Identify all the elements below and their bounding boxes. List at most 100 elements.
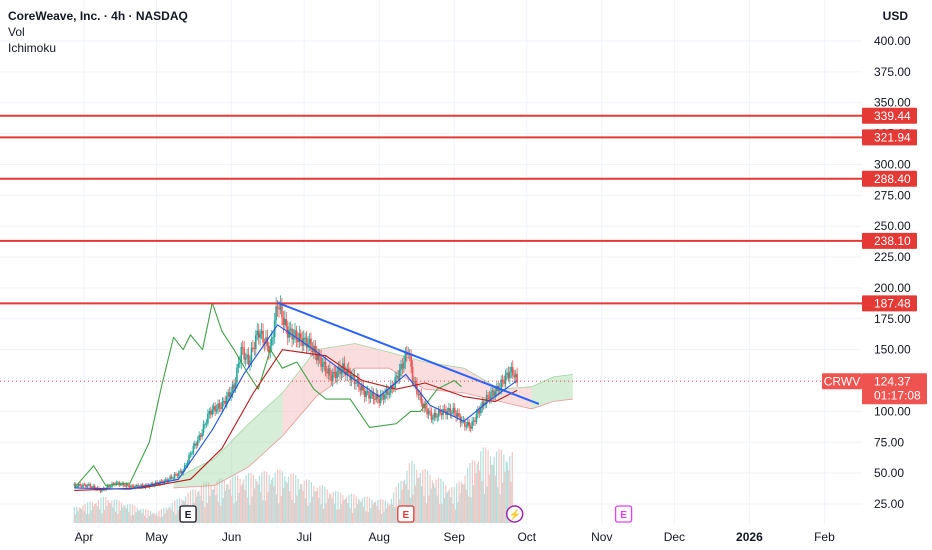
volume-bar bbox=[136, 507, 138, 523]
volume-bar bbox=[93, 506, 95, 523]
volume-bar bbox=[228, 489, 230, 523]
volume-bar bbox=[436, 495, 438, 523]
upcoming-earnings-marker-label: E bbox=[620, 510, 627, 521]
candle-body bbox=[420, 393, 423, 404]
symbol-title[interactable]: CoreWeave, Inc. · 4h · NASDAQ bbox=[8, 9, 188, 23]
candle-body bbox=[481, 401, 484, 409]
upcoming-earnings-marker[interactable] bbox=[614, 505, 633, 523]
resistance-price-label: 321.94 bbox=[874, 130, 911, 144]
volume-bar bbox=[245, 475, 247, 523]
volume-bar bbox=[505, 461, 507, 523]
volume-bar bbox=[281, 471, 284, 523]
volume-bar bbox=[457, 501, 459, 523]
volume-bar bbox=[502, 482, 504, 523]
volume-bar bbox=[279, 469, 281, 523]
volume-bar bbox=[327, 498, 329, 523]
y-tick-label: 175.00 bbox=[874, 312, 911, 326]
earnings-marker[interactable] bbox=[397, 505, 415, 523]
candle-body bbox=[73, 484, 76, 486]
candle-body bbox=[260, 330, 263, 334]
volume-bar bbox=[378, 509, 380, 523]
ichimoku-cloud bbox=[388, 352, 426, 390]
ichimoku-indicator-label[interactable]: Ichimoku bbox=[8, 41, 57, 55]
candle-body bbox=[196, 440, 199, 446]
volume-bar bbox=[428, 495, 430, 523]
candle-body bbox=[414, 381, 417, 384]
candle-body bbox=[239, 362, 241, 364]
volume-bar bbox=[153, 513, 155, 523]
candle-body bbox=[101, 489, 103, 492]
ichimoku-cloud bbox=[214, 423, 249, 486]
volume-bar bbox=[494, 475, 496, 523]
volume-bar bbox=[110, 503, 112, 523]
volume-bar bbox=[286, 483, 288, 523]
candle-body bbox=[291, 328, 293, 340]
volume-bar bbox=[446, 492, 448, 523]
volume-bar bbox=[148, 516, 150, 523]
ichimoku-cloud bbox=[531, 376, 554, 409]
candle-body bbox=[448, 408, 450, 411]
volume-bar bbox=[454, 509, 457, 523]
volume-bar bbox=[400, 480, 402, 523]
volume-bar bbox=[297, 478, 299, 523]
candle-body bbox=[294, 330, 296, 337]
candle-body bbox=[270, 337, 273, 346]
volume-bar bbox=[402, 481, 404, 523]
volume-bar bbox=[353, 494, 355, 523]
candle-body bbox=[92, 485, 94, 488]
volume-bar bbox=[414, 485, 417, 523]
currency-label[interactable]: USD bbox=[882, 9, 908, 23]
resistance-price-label: 187.48 bbox=[874, 296, 911, 310]
earnings-marker-label: E bbox=[402, 510, 409, 521]
volume-bar bbox=[208, 482, 210, 523]
volume-bar bbox=[220, 505, 222, 523]
trendline[interactable] bbox=[277, 301, 540, 405]
candle-body bbox=[127, 484, 129, 486]
volume-bar bbox=[83, 511, 85, 523]
volume-bar bbox=[336, 509, 338, 523]
candle-body bbox=[74, 484, 77, 487]
candle-body bbox=[214, 406, 216, 412]
volume-bar bbox=[408, 463, 411, 523]
symbol-tag[interactable]: CRWV bbox=[824, 374, 860, 388]
volume-bar bbox=[459, 492, 461, 523]
candle-body bbox=[330, 376, 333, 381]
candle-body bbox=[485, 395, 488, 404]
ichimoku-cloud bbox=[553, 374, 573, 402]
volume-bar bbox=[391, 504, 394, 523]
volume-bar bbox=[227, 484, 229, 523]
earnings-marker[interactable] bbox=[179, 505, 197, 523]
candle-body bbox=[77, 484, 80, 487]
candle-body bbox=[413, 381, 415, 383]
split-marker[interactable] bbox=[505, 505, 524, 523]
candle-body bbox=[432, 417, 434, 420]
candle-body bbox=[106, 485, 109, 489]
volume-bar bbox=[420, 486, 423, 523]
volume-bar bbox=[285, 481, 287, 523]
volume-bar bbox=[384, 500, 386, 523]
volume-bar bbox=[201, 500, 204, 523]
volume-bar bbox=[448, 489, 450, 523]
volume-bar bbox=[331, 498, 333, 523]
volume-bar bbox=[371, 499, 373, 523]
candle-body bbox=[166, 479, 169, 482]
volume-indicator-label[interactable]: Vol bbox=[8, 25, 25, 39]
candle-body bbox=[209, 410, 212, 415]
candle-body bbox=[510, 367, 513, 372]
candle-body bbox=[233, 384, 235, 389]
volume-bar bbox=[373, 502, 375, 523]
volume-bar bbox=[354, 508, 356, 523]
volume-bar bbox=[77, 511, 79, 523]
candle-body bbox=[452, 407, 455, 414]
volume-bar bbox=[274, 472, 276, 523]
volume-bar bbox=[247, 472, 250, 523]
candle-body bbox=[369, 395, 372, 399]
volume-bar bbox=[166, 509, 169, 523]
volume-bar bbox=[508, 470, 510, 523]
candle-body bbox=[221, 401, 224, 409]
candle-body bbox=[493, 390, 495, 397]
y-tick-label: 100.00 bbox=[874, 404, 911, 418]
candle-body bbox=[285, 318, 288, 327]
volume-bar bbox=[333, 503, 336, 523]
